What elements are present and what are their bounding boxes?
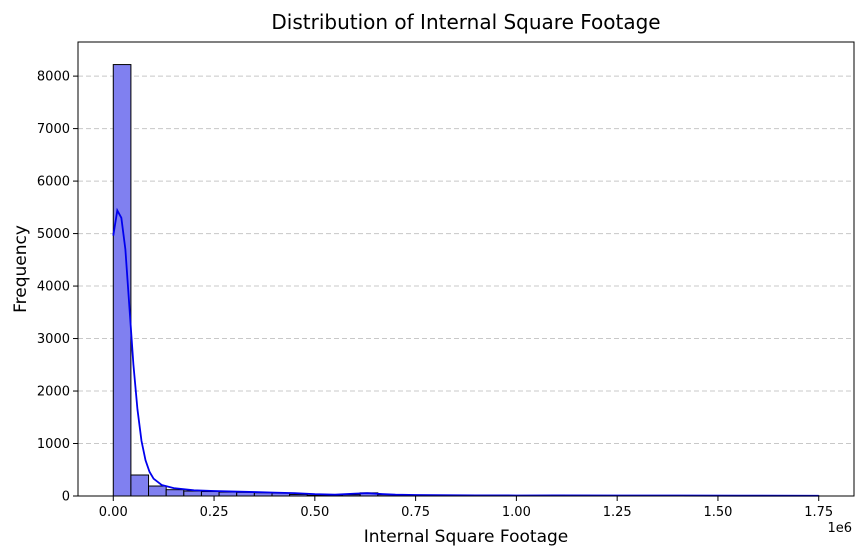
x-tick-label: 1.25 [603, 505, 632, 520]
histogram-bar [148, 485, 167, 497]
y-tick-label: 4000 [37, 280, 70, 295]
y-tick-label: 2000 [37, 385, 70, 400]
histogram-bar [183, 490, 202, 497]
histogram-bar [200, 491, 220, 497]
y-tick-label: 7000 [37, 122, 70, 137]
y-tick-label: 6000 [37, 175, 70, 190]
histogram-bars [112, 64, 820, 497]
x-axis-ticks: 0.00 0.25 0.50 0.75 1.00 1.25 1.50 1.75 [99, 496, 833, 520]
x-tick-label: 1.50 [703, 505, 732, 520]
kde-curve [112, 207, 819, 497]
x-tick-label: 1.00 [502, 505, 531, 520]
x-tick-label: 0.25 [200, 505, 229, 520]
x-tick-label: 0.75 [401, 505, 430, 520]
histogram-bar [130, 474, 150, 497]
y-axis-title: Frequency [11, 225, 31, 313]
y-tick-label: 1000 [37, 437, 70, 452]
y-tick-label: 3000 [37, 332, 70, 347]
y-tick-label: 5000 [37, 227, 70, 242]
histogram-bar [165, 489, 185, 497]
y-axis-ticks: 0 1000 2000 3000 4000 5000 6000 7000 8000 [37, 70, 78, 505]
chart-title: Distribution of Internal Square Footage [271, 10, 660, 34]
y-tick-label: 8000 [37, 70, 70, 85]
gridlines [78, 75, 854, 497]
x-axis-offset-label: 1e6 [827, 521, 852, 536]
x-tick-label: 1.75 [804, 505, 833, 520]
x-tick-label: 0.00 [99, 505, 128, 520]
plot-frame [77, 41, 855, 497]
x-axis-title: Internal Square Footage [364, 527, 568, 547]
x-tick-label: 0.50 [300, 505, 329, 520]
histogram-bar [218, 491, 238, 497]
y-tick-label: 0 [62, 490, 70, 505]
